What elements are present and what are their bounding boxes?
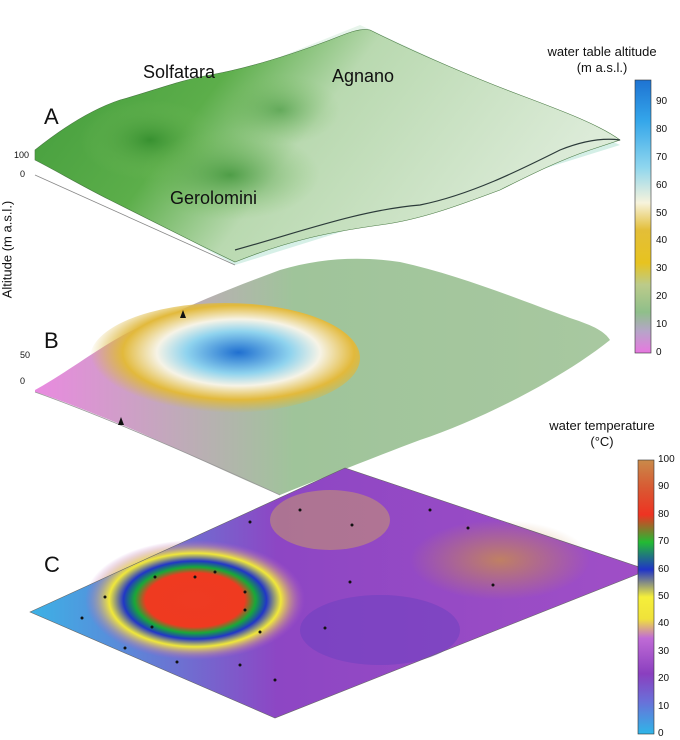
panel-a-z-tick-100: 100: [14, 150, 30, 160]
temperature-colorbar-tick: 40: [658, 618, 670, 630]
panel-b-z-tick-50: 50: [20, 350, 31, 360]
altitude-colorbar-title-line1: water table altitude: [547, 44, 657, 59]
temperature-colorbar-tick: 10: [658, 700, 670, 712]
panel-b-surface: [34, 258, 610, 496]
temperature-colorbar-tick: 90: [658, 481, 670, 493]
panel-a-letter: A: [44, 104, 59, 129]
place-label-agnano: Agnano: [332, 66, 395, 86]
altitude-colorbar-tick: 20: [656, 291, 668, 303]
temperature-colorbar-tick: 60: [658, 563, 670, 575]
place-label-solfatara: Solfatara: [143, 62, 216, 82]
altitude-colorbar-tick: 50: [656, 207, 668, 219]
y-axis-label: Altitude (m a.s.l.): [0, 200, 15, 299]
altitude-colorbar-tick: 60: [656, 179, 668, 191]
temperature-colorbar-tick: 70: [658, 536, 670, 548]
temperature-colorbar-title-line1: water temperature: [549, 418, 655, 433]
altitude-colorbar-tick: 80: [656, 123, 668, 135]
place-label-gerolomini: Gerolomini: [170, 188, 258, 208]
altitude-colorbar-title: water table altitude (m a.s.l.): [532, 44, 672, 76]
panel-b-letter: B: [44, 328, 59, 353]
altitude-colorbar-title-line2: (m a.s.l.): [576, 60, 628, 75]
altitude-colorbar: [634, 79, 652, 354]
temperature-colorbar-tick: 30: [658, 645, 670, 657]
panel-c-letter: C: [44, 552, 60, 577]
altitude-colorbar-tick: 40: [656, 235, 668, 247]
panel-c-surface: [29, 467, 649, 719]
altitude-colorbar-tick: 0: [656, 347, 662, 358]
temperature-colorbar-title: water temperature (°C): [532, 418, 672, 450]
altitude-colorbar-tick: 30: [656, 263, 668, 275]
temperature-colorbar-tick: 20: [658, 673, 670, 685]
altitude-colorbar-tick: 70: [656, 151, 668, 163]
altitude-colorbar-tick: 90: [656, 96, 668, 107]
altitude-colorbar-tick: 10: [656, 319, 668, 331]
panel-a-surface: [34, 25, 621, 266]
panel-a-z-tick-0: 0: [20, 169, 26, 179]
temperature-colorbar: [637, 459, 655, 735]
panel-b-z-tick-0: 0: [20, 376, 26, 386]
temperature-colorbar-tick: 80: [658, 508, 670, 520]
temperature-colorbar-title-line2: (°C): [590, 434, 614, 449]
temperature-colorbar-tick: 100: [658, 454, 675, 465]
temperature-colorbar-tick: 0: [658, 728, 664, 739]
temperature-colorbar-tick: 50: [658, 591, 670, 602]
